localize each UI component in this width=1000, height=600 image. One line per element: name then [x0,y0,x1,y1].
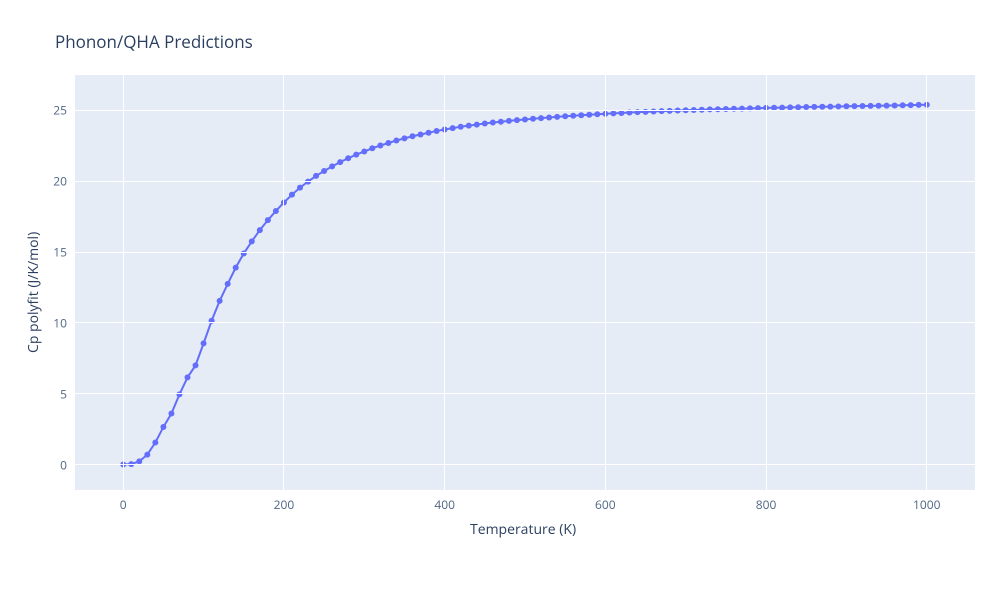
series-marker[interactable] [892,102,898,108]
series-marker[interactable] [434,128,440,134]
y-tick-label: 20 [37,173,67,190]
y-gridline [75,322,975,323]
series-marker[interactable] [876,103,882,109]
x-gridline [283,75,284,490]
series-marker[interactable] [835,103,841,109]
series-line [123,105,927,465]
y-tick-label: 0 [37,456,67,473]
series-marker[interactable] [522,116,528,122]
y-gridline [75,252,975,253]
series-marker[interactable] [289,192,295,198]
y-gridline [75,110,975,111]
series-marker[interactable] [329,163,335,169]
series-marker[interactable] [297,185,303,191]
series-marker[interactable] [201,340,207,346]
chart-container: Phonon/QHA Predictions 0510152025 020040… [0,0,1000,600]
x-gridline [444,75,445,490]
y-tick-label: 25 [37,102,67,119]
series-marker[interactable] [257,227,263,233]
series-marker[interactable] [908,102,914,108]
series-marker[interactable] [233,265,239,271]
series-marker[interactable] [570,113,576,119]
series-marker[interactable] [225,281,231,287]
series-marker[interactable] [273,208,279,214]
series-marker[interactable] [482,121,488,127]
series-marker[interactable] [506,118,512,124]
series-marker[interactable] [458,124,464,130]
x-axis-label: Temperature (K) [470,520,576,539]
series-marker[interactable] [490,119,496,125]
series-marker[interactable] [193,362,199,368]
series-marker[interactable] [546,114,552,120]
series-marker[interactable] [884,103,890,109]
series-marker[interactable] [900,102,906,108]
series-marker[interactable] [185,374,191,380]
series-marker[interactable] [819,104,825,110]
series-marker[interactable] [530,116,536,122]
series-marker[interactable] [217,298,223,304]
series-marker[interactable] [426,130,432,136]
series-marker[interactable] [265,217,271,223]
series-marker[interactable] [144,452,150,458]
x-gridline [926,75,927,490]
series-marker[interactable] [450,125,456,131]
series-marker[interactable] [152,440,158,446]
series-marker[interactable] [361,148,367,154]
x-tick-label: 600 [595,496,616,513]
x-gridline [605,75,606,490]
series-marker[interactable] [401,135,407,141]
series-marker[interactable] [538,115,544,121]
series-marker[interactable] [554,114,560,120]
series-marker[interactable] [586,112,592,118]
y-tick-label: 5 [37,385,67,402]
series-marker[interactable] [851,103,857,109]
series-marker[interactable] [168,411,174,417]
series-marker[interactable] [321,168,327,174]
y-gridline [75,464,975,465]
series-marker[interactable] [410,133,416,139]
series-marker[interactable] [160,424,166,430]
y-gridline [75,393,975,394]
series-marker[interactable] [562,113,568,119]
series-marker[interactable] [418,131,424,137]
series-marker[interactable] [353,152,359,158]
x-tick-label: 400 [434,496,455,513]
y-axis-label: Cp polyfit (J/K/mol) [24,231,43,352]
x-gridline [766,75,767,490]
series-marker[interactable] [377,142,383,148]
series-marker[interactable] [860,103,866,109]
series-marker[interactable] [313,173,319,179]
x-tick-label: 200 [274,496,295,513]
x-tick-label: 800 [756,496,777,513]
series-marker[interactable] [578,112,584,118]
series-marker[interactable] [514,117,520,123]
series-marker[interactable] [610,110,616,116]
series-marker[interactable] [474,122,480,128]
series-marker[interactable] [498,119,504,125]
x-tick-label: 0 [120,496,127,513]
series-marker[interactable] [868,103,874,109]
series-marker[interactable] [916,102,922,108]
x-gridline [123,75,124,490]
series-marker[interactable] [249,238,255,244]
series-marker[interactable] [843,103,849,109]
series-marker[interactable] [385,140,391,146]
series-marker[interactable] [345,155,351,161]
series-marker[interactable] [827,104,833,110]
series-marker[interactable] [337,159,343,165]
y-gridline [75,181,975,182]
line-series [0,0,1000,600]
series-marker[interactable] [594,111,600,117]
series-marker[interactable] [369,145,375,151]
series-marker[interactable] [393,138,399,144]
series-marker[interactable] [466,123,472,129]
x-tick-label: 1000 [913,496,940,513]
